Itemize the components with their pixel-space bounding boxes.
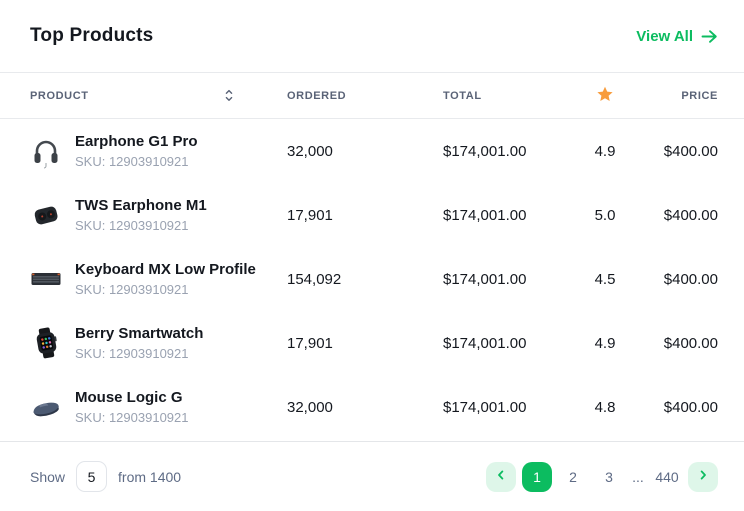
product-sku: SKU: 12903910921 <box>75 154 189 170</box>
page-size-group: Show 5 from 1400 <box>30 461 181 492</box>
product-name: TWS Earphone M1 <box>75 196 207 214</box>
ordered-value: 154,092 <box>287 270 342 288</box>
rating-value: 5.0 <box>594 206 616 224</box>
sort-chevrons-icon[interactable] <box>223 88 235 103</box>
column-label-product: PRODUCT <box>30 89 89 102</box>
product-sku: SKU: 12903910921 <box>75 346 189 362</box>
rating-value: 4.9 <box>594 334 616 352</box>
rating-value: 4.8 <box>594 398 616 416</box>
table-row: Keyboard MX Low Profile SKU: 12903910921… <box>0 247 744 311</box>
next-page-button[interactable] <box>688 461 718 492</box>
card-header: Top Products View All <box>0 0 744 73</box>
price-value: $400.00 <box>663 206 718 224</box>
product-sku: SKU: 12903910921 <box>75 282 189 298</box>
product-text: Earphone G1 Pro SKU: 12903910921 <box>75 133 198 170</box>
page-button-1[interactable]: 1 <box>522 461 552 492</box>
product-image-smartwatch <box>30 324 62 362</box>
table-body: Earphone G1 Pro SKU: 12903910921 32,000 … <box>0 119 744 441</box>
total-value: $174,001.00 <box>443 142 527 160</box>
column-header-rating <box>560 86 650 106</box>
column-header-total: TOTAL <box>443 89 482 102</box>
page-button-2[interactable]: 2 <box>569 468 577 485</box>
page-size-selector[interactable]: 5 <box>76 461 108 492</box>
chevron-right-icon <box>697 469 709 484</box>
ordered-value: 32,000 <box>287 142 333 160</box>
from-label: from 1400 <box>118 468 182 485</box>
product-text: TWS Earphone M1 SKU: 12903910921 <box>75 197 207 234</box>
product-text: Keyboard MX Low Profile SKU: 12903910921 <box>75 261 256 298</box>
rating-value: 4.9 <box>594 142 616 160</box>
price-value: $400.00 <box>663 334 718 352</box>
price-value: $400.00 <box>663 398 718 416</box>
page-button-3[interactable]: 3 <box>605 468 613 485</box>
prev-page-button[interactable] <box>486 461 516 492</box>
product-sku: SKU: 12903910921 <box>75 410 189 426</box>
star-icon <box>596 86 614 106</box>
product-image-earbuds <box>30 196 62 234</box>
column-header-price: PRICE <box>681 89 718 102</box>
product-image-mouse <box>30 388 62 426</box>
product-name: Berry Smartwatch <box>75 324 204 342</box>
pagination: 1 2 3 ... 440 <box>486 461 718 492</box>
product-cell: Earphone G1 Pro SKU: 12903910921 <box>30 132 287 170</box>
page-button-440[interactable]: 440 <box>655 468 679 485</box>
arrow-right-icon <box>701 29 718 44</box>
product-text: Berry Smartwatch SKU: 12903910921 <box>75 325 203 362</box>
product-sku: SKU: 12903910921 <box>75 218 189 234</box>
table-row: Earphone G1 Pro SKU: 12903910921 32,000 … <box>0 119 744 183</box>
product-cell: Mouse Logic G SKU: 12903910921 <box>30 388 287 426</box>
product-text: Mouse Logic G SKU: 12903910921 <box>75 389 188 426</box>
table-row: Berry Smartwatch SKU: 12903910921 17,901… <box>0 311 744 375</box>
table-row: Mouse Logic G SKU: 12903910921 32,000 $1… <box>0 375 744 439</box>
table-row: TWS Earphone M1 SKU: 12903910921 17,901 … <box>0 183 744 247</box>
product-cell: Berry Smartwatch SKU: 12903910921 <box>30 324 287 362</box>
product-image-keyboard <box>30 260 62 298</box>
product-name: Keyboard MX Low Profile <box>75 260 256 278</box>
product-name: Earphone G1 Pro <box>75 132 198 150</box>
ordered-value: 17,901 <box>287 334 333 352</box>
total-value: $174,001.00 <box>443 206 527 224</box>
page-title: Top Products <box>30 25 154 46</box>
product-cell: TWS Earphone M1 SKU: 12903910921 <box>30 196 287 234</box>
ordered-value: 32,000 <box>287 398 333 416</box>
total-value: $174,001.00 <box>443 398 527 416</box>
column-header-product: PRODUCT <box>30 88 287 103</box>
pagination-ellipsis: ... <box>632 468 644 485</box>
chevron-left-icon <box>495 469 507 484</box>
rating-value: 4.5 <box>594 270 616 288</box>
table-header-row: PRODUCT ORDERED TOTAL PRICE <box>0 73 744 119</box>
ordered-value: 17,901 <box>287 206 333 224</box>
view-all-label: View All <box>636 27 693 45</box>
product-cell: Keyboard MX Low Profile SKU: 12903910921 <box>30 260 287 298</box>
view-all-link[interactable]: View All <box>636 28 718 45</box>
price-value: $400.00 <box>663 270 718 288</box>
price-value: $400.00 <box>663 142 718 160</box>
product-name: Mouse Logic G <box>75 388 183 406</box>
column-header-ordered: ORDERED <box>287 89 347 102</box>
product-image-headphones <box>30 132 62 170</box>
total-value: $174,001.00 <box>443 334 527 352</box>
total-value: $174,001.00 <box>443 270 527 288</box>
table-footer: Show 5 from 1400 1 2 3 ... 440 <box>0 441 744 511</box>
show-label: Show <box>30 468 66 485</box>
